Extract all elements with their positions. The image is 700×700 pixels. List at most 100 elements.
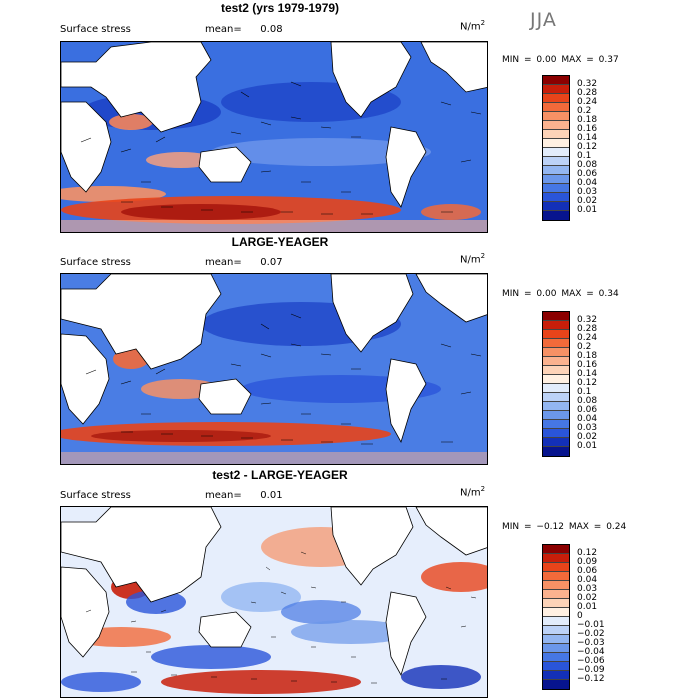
colorbar-swatch	[543, 653, 569, 662]
colorbar-swatch	[543, 590, 569, 599]
panel-2-colorbar	[542, 311, 570, 457]
colorbar-swatch	[543, 366, 569, 375]
land-mass-australia	[198, 146, 252, 183]
colorbar-swatch	[543, 148, 569, 157]
colorbar-swatch	[543, 202, 569, 211]
colorbar-label: 0.14	[577, 369, 598, 379]
colorbar-swatch	[543, 76, 569, 85]
colorbar-swatch	[543, 357, 569, 366]
colorbar-swatch	[543, 85, 569, 94]
stress-patch	[121, 204, 281, 220]
colorbar-swatch	[543, 563, 569, 572]
colorbar-label: 0.2	[577, 342, 592, 352]
colorbar-label: 0.08	[577, 160, 598, 170]
colorbar-swatch	[543, 348, 569, 357]
colorbar-swatch	[543, 572, 569, 581]
colorbar-label: 0.16	[577, 124, 598, 134]
stress-patch	[291, 620, 411, 644]
colorbar-swatch	[543, 312, 569, 321]
colorbar-swatch	[543, 321, 569, 330]
stress-patch	[61, 452, 487, 464]
season-label: JJA	[530, 9, 557, 31]
panel-3-mean: mean= 0.01	[205, 490, 283, 501]
land-mass-australia	[198, 378, 252, 415]
colorbar-swatch	[543, 184, 569, 193]
colorbar-swatch	[543, 112, 569, 121]
colorbar-label: 0.02	[577, 593, 598, 603]
colorbar-label: 0.03	[577, 187, 598, 197]
colorbar-swatch	[543, 429, 569, 438]
colorbar-label: −0.06	[577, 656, 605, 666]
colorbar-label: 0.1	[577, 387, 592, 397]
panel-3-colorbar	[542, 544, 570, 690]
land-mass-north-america	[330, 507, 414, 586]
colorbar-swatch	[543, 103, 569, 112]
panel-3-units: N/m2	[460, 485, 486, 499]
colorbar-swatch	[543, 599, 569, 608]
land-mass-south-america	[385, 591, 427, 677]
colorbar-label: 0.14	[577, 133, 598, 143]
stress-patch	[61, 672, 141, 692]
colorbar-swatch	[543, 581, 569, 590]
panel-2-map	[60, 273, 488, 465]
colorbar-swatch	[543, 402, 569, 411]
colorbar-label: 0.1	[577, 151, 592, 161]
colorbar-swatch	[543, 157, 569, 166]
stress-patch	[151, 645, 271, 669]
colorbar-swatch	[543, 635, 569, 644]
stress-patch	[61, 220, 487, 232]
land-mass-europe	[415, 507, 487, 556]
colorbar-swatch	[543, 608, 569, 617]
colorbar-label: −0.12	[577, 674, 605, 684]
land-mass-australia	[198, 611, 252, 648]
land-mass-eurasia	[61, 274, 222, 370]
colorbar-label: 0.04	[577, 178, 598, 188]
panel-1-title: test2 (yrs 1979-1979)	[220, 1, 340, 15]
colorbar-label: 0.16	[577, 360, 598, 370]
colorbar-label: 0.18	[577, 351, 598, 361]
land-mass-north-america	[330, 42, 412, 118]
wind-stress-vectors	[85, 551, 477, 684]
colorbar-label: 0.01	[577, 602, 598, 612]
panel-2-title: LARGE-YEAGER	[231, 235, 329, 249]
colorbar-label: 0.18	[577, 115, 598, 125]
colorbar-label: 0.02	[577, 432, 598, 442]
panel-3-mean-value: 0.01	[260, 490, 283, 501]
colorbar-label: 0.03	[577, 423, 598, 433]
colorbar-label: 0.12	[577, 378, 598, 388]
panel-1-mean: mean= 0.08	[205, 24, 283, 35]
colorbar-swatch	[543, 411, 569, 420]
colorbar-swatch	[543, 339, 569, 348]
colorbar-label: −0.04	[577, 647, 605, 657]
panel-3-minmax: MIN = −0.12 MAX = 0.24	[502, 522, 627, 532]
colorbar-swatch	[543, 554, 569, 563]
land-mass-africa	[61, 333, 110, 425]
colorbar-label: 0.32	[577, 79, 598, 89]
stress-patch	[211, 138, 431, 166]
land-mass-africa	[61, 101, 112, 193]
colorbar-swatch	[543, 447, 569, 456]
stress-patch	[421, 562, 487, 592]
colorbar-label: 0.02	[577, 196, 598, 206]
colorbar-swatch	[543, 94, 569, 103]
wind-stress-vectors	[80, 81, 482, 215]
colorbar-swatch	[543, 166, 569, 175]
colorbar-swatch	[543, 393, 569, 402]
colorbar-label: 0.12	[577, 142, 598, 152]
land-mass-south-america	[385, 126, 427, 208]
colorbar-swatch	[543, 644, 569, 653]
colorbar-swatch	[543, 420, 569, 429]
colorbar-swatch	[543, 175, 569, 184]
colorbar-label: 0.01	[577, 205, 598, 215]
stress-patch	[146, 152, 216, 168]
colorbar-swatch	[543, 617, 569, 626]
colorbar-label: 0.09	[577, 557, 598, 567]
panel-1-map	[60, 41, 488, 233]
colorbar-swatch	[543, 626, 569, 635]
colorbar-swatch	[543, 139, 569, 148]
land-mass-europe	[415, 274, 487, 323]
colorbar-swatch	[543, 211, 569, 220]
colorbar-label: 0.2	[577, 106, 592, 116]
panel-1-units: N/m2	[460, 19, 486, 33]
panel-1-colorbar	[542, 75, 570, 221]
